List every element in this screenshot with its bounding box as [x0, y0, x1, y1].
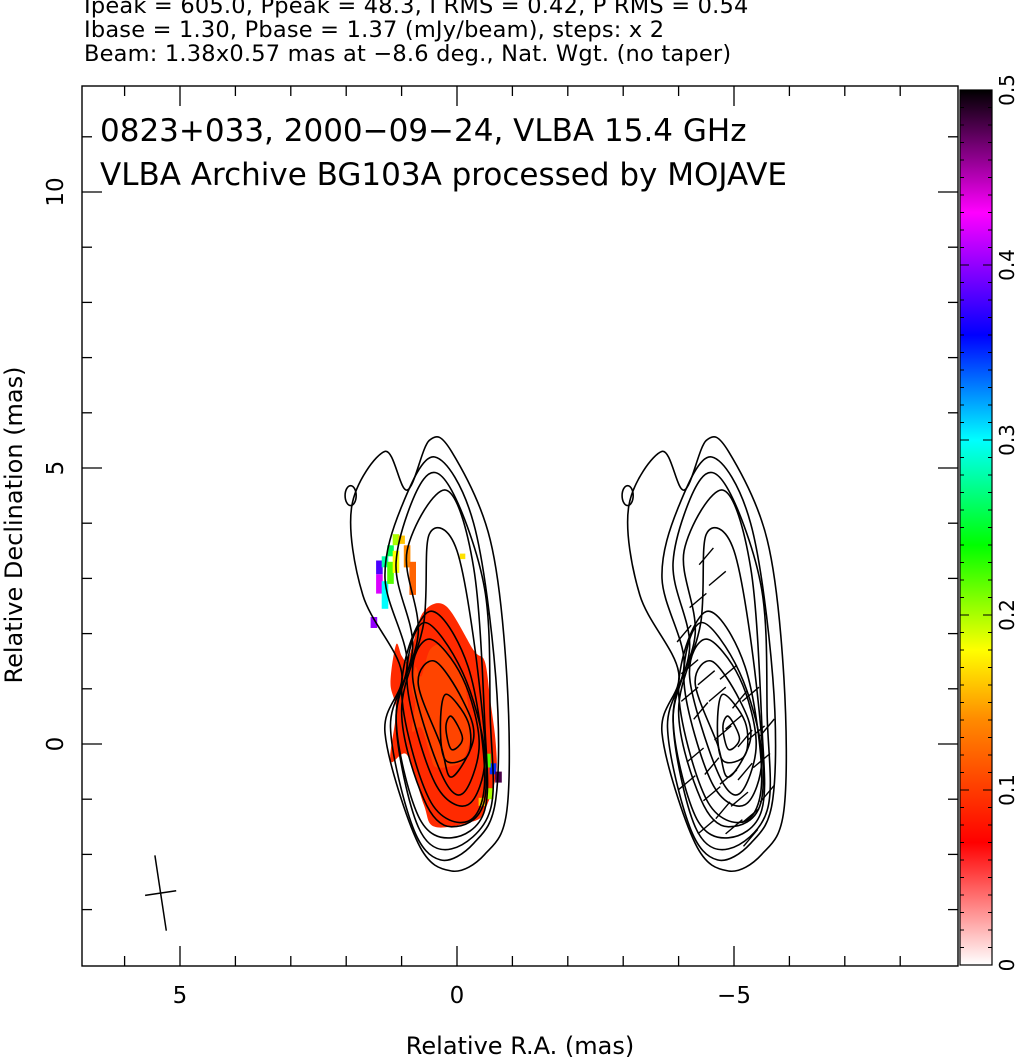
polarization-pixel	[387, 561, 394, 584]
header-line-3: Beam: 1.38x0.57 mas at −8.6 deg., Nat. W…	[84, 41, 732, 67]
left-intensity-contour-5	[400, 610, 486, 824]
y-tick-label: 10	[43, 177, 69, 206]
colorbar-tick-labels: 0 0.1 0.2 0.3 0.4 0.5	[995, 74, 1019, 971]
axis-tick-labels: 5 0 −5 0 5 10	[43, 177, 751, 1009]
right-intensity-contour-5	[677, 610, 763, 824]
evpa-tick	[680, 686, 699, 702]
right-intensity-contour-1	[661, 456, 777, 862]
polarization-pixel	[387, 545, 394, 557]
evpa-tick	[719, 664, 738, 680]
polarization-pixel	[459, 553, 466, 560]
polarization-pixel	[376, 574, 383, 594]
left-intensity-contour-0	[349, 435, 511, 873]
polarization-pixel	[392, 534, 400, 546]
intensity-contours	[344, 435, 788, 873]
beam-cross	[144, 855, 177, 931]
evpa-tick	[730, 791, 749, 807]
evpa-tick	[689, 592, 707, 609]
left-intensity-contour-6	[406, 621, 486, 807]
left-intensity-contour-8	[417, 659, 475, 778]
axis-ticks	[82, 86, 958, 966]
beam-minor-axis	[144, 889, 177, 897]
y-tick-label: 5	[43, 461, 69, 476]
evpa-tick	[708, 686, 727, 702]
colorbar-tick-label: 0.3	[995, 424, 1019, 456]
evpa-tick	[737, 729, 753, 748]
left-intensity-contour-10	[445, 715, 464, 751]
evpa-tick	[686, 747, 705, 763]
colorbar-tick-label: 0.2	[995, 599, 1019, 631]
evpa-tick	[697, 670, 716, 686]
colorbar-tick-label: 0.4	[995, 249, 1019, 281]
y-tick-label: 0	[43, 737, 69, 752]
evpa-tick	[725, 819, 743, 835]
x-tick-label: −5	[717, 983, 751, 1009]
evpa-tick	[708, 570, 727, 587]
x-tick-label: 5	[173, 983, 188, 1009]
evpa-tick	[704, 757, 720, 775]
left-intensity-contour-2	[395, 471, 495, 851]
evpa-tick	[742, 828, 759, 847]
colorbar-ticks	[960, 89, 992, 966]
colorbar	[960, 90, 992, 965]
chart-title-line-2: VLBA Archive BG103A processed by MOJAVE	[100, 157, 787, 193]
evpa-tick	[759, 718, 775, 737]
evpa-tick	[731, 690, 748, 709]
left-small-contour-0	[344, 484, 357, 507]
right-intensity-contour-3	[672, 489, 766, 839]
right-small-contour-0	[621, 484, 634, 507]
left-intensity-contour-1	[384, 456, 500, 862]
evpa-tick	[719, 769, 738, 785]
evpa-tick	[737, 762, 753, 781]
right-intensity-contour-10	[722, 715, 741, 751]
evpa-tick	[702, 786, 721, 802]
plot-frame	[81, 85, 959, 967]
evpa-tick	[715, 801, 731, 820]
x-axis-label: Relative R.A. (mas)	[406, 1032, 634, 1060]
left-intensity-contour-9	[439, 693, 472, 764]
evpa-tick	[697, 819, 716, 835]
evpa-tick	[741, 808, 760, 824]
polarization-pixel	[370, 617, 378, 628]
y-axis-label: Relative Declination (mas)	[0, 366, 28, 683]
left-intensity-contour-4	[400, 526, 488, 828]
evpa-tick	[676, 624, 692, 643]
right-intensity-contour-9	[716, 693, 749, 764]
evpa-tick	[752, 752, 771, 769]
right-intensity-contour-4	[677, 526, 765, 828]
evpa-tick	[759, 784, 775, 803]
evpa-tick	[680, 659, 699, 675]
evpa-tick	[747, 725, 766, 741]
left-intensity-contour-7	[411, 638, 481, 796]
evpa-tick	[678, 775, 696, 791]
evpa-tick	[714, 725, 732, 741]
x-tick-label: 0	[450, 983, 465, 1009]
evpa-tick	[693, 702, 709, 720]
right-intensity-contour-0	[626, 435, 788, 873]
polarization-pixel	[376, 560, 383, 575]
colorbar-tick-label: 0.1	[995, 774, 1019, 806]
polarization-pixel	[381, 556, 389, 568]
evpa-ticks	[676, 547, 775, 847]
colorbar-tick-label: 0.5	[995, 74, 1019, 106]
colorbar-tick-label: 0	[995, 959, 1019, 972]
right-intensity-contour-7	[688, 638, 758, 796]
polarization-pixel	[398, 535, 405, 544]
right-intensity-contour-2	[672, 471, 772, 851]
header-line-2: Ibase = 1.30, Pbase = 1.37 (mJy/beam), s…	[84, 17, 665, 43]
polarization-pixel	[381, 581, 389, 609]
evpa-tick	[725, 714, 743, 730]
header-line-1: Ipeak = 605.0, Ppeak = 48.3, I RMS = 0.4…	[84, 0, 749, 19]
evpa-tick	[698, 547, 714, 566]
chart-title-line-1: 0823+033, 2000−09−24, VLBA 15.4 GHz	[100, 113, 746, 149]
polarization-pixel	[486, 788, 494, 800]
right-intensity-contour-6	[683, 621, 763, 807]
evpa-tick	[741, 686, 760, 702]
polarization-pixel	[409, 561, 416, 595]
